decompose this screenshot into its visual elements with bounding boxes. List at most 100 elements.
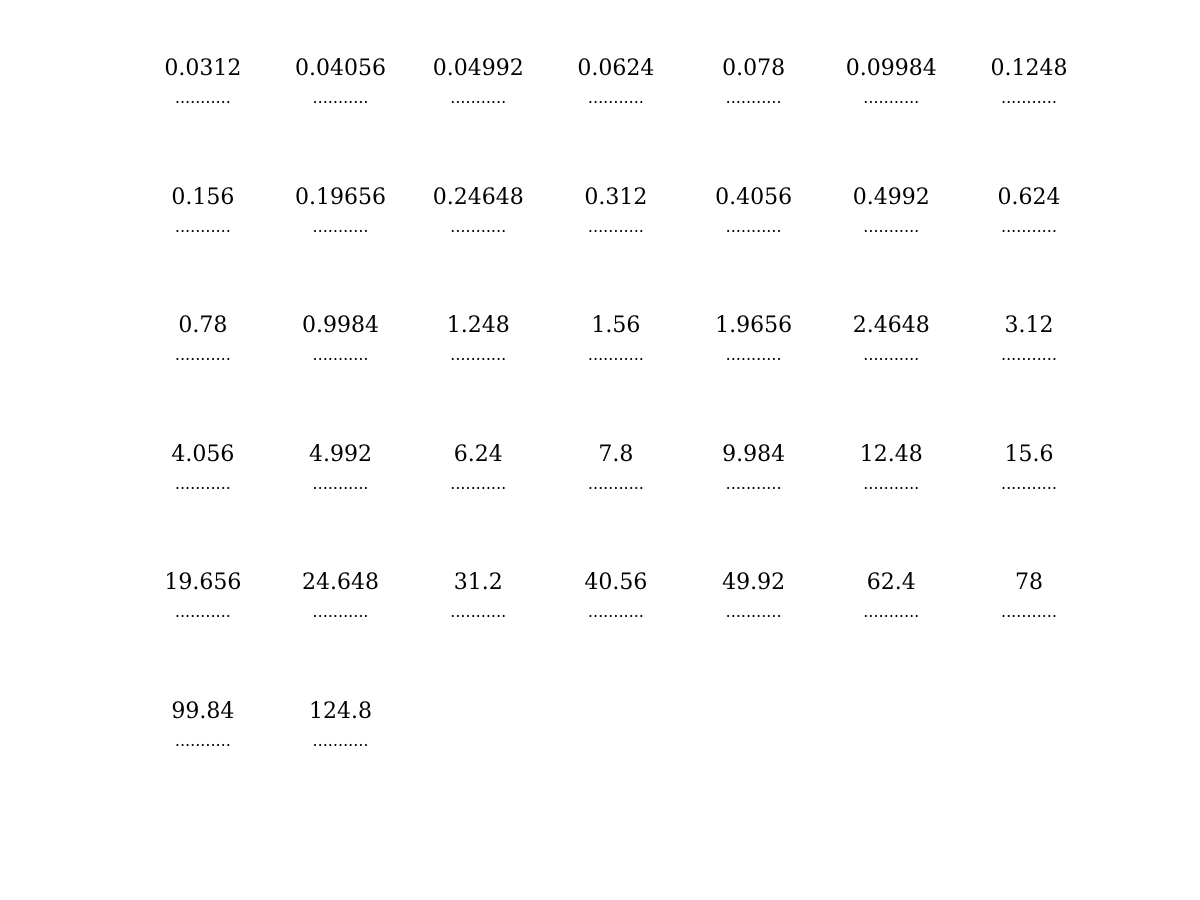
value-label: 78 xyxy=(1014,570,1043,595)
value-label: 4.056 xyxy=(171,441,235,467)
answer-blank: ........... xyxy=(174,88,231,107)
value-label: 6.24 xyxy=(453,441,503,467)
worksheet-item: 78 ........... xyxy=(960,568,1098,697)
value-label: 1.56 xyxy=(591,313,641,338)
value-label: 7.8 xyxy=(598,441,634,467)
worksheet-grid: 0.0312 ........... 0.04056 ........... 0… xyxy=(134,54,1098,825)
worksheet-item: 1.9656 ........... xyxy=(685,311,823,440)
answer-blank: ........... xyxy=(587,345,644,364)
value-label: 0.078 xyxy=(722,56,786,81)
value-label: 62.4 xyxy=(866,570,916,595)
value-label: 4.992 xyxy=(309,441,373,467)
answer-blank: ........... xyxy=(587,88,644,107)
worksheet-item: 12.48 ........... xyxy=(822,440,960,569)
worksheet-item: 0.24648 ........... xyxy=(409,183,547,312)
value-label: 0.624 xyxy=(997,184,1061,210)
worksheet-item: 3.12 ........... xyxy=(960,311,1098,440)
worksheet-item: 0.078 ........... xyxy=(685,54,823,183)
worksheet-item: 1.56 ........... xyxy=(547,311,685,440)
answer-blank: ........... xyxy=(450,345,507,364)
worksheet-item: 0.0312 ........... xyxy=(134,54,272,183)
value-label: 0.24648 xyxy=(432,184,524,210)
worksheet-item: 0.09984 ........... xyxy=(822,54,960,183)
value-label: 2.4648 xyxy=(852,313,930,338)
value-label: 0.0624 xyxy=(577,56,655,81)
value-label: 0.312 xyxy=(584,184,648,210)
value-label: 3.12 xyxy=(1004,313,1054,338)
value-label: 19.656 xyxy=(164,570,242,595)
answer-blank: ........... xyxy=(863,345,920,364)
answer-blank: ........... xyxy=(1000,88,1057,107)
answer-blank: ........... xyxy=(174,216,231,236)
answer-blank: ........... xyxy=(863,473,920,493)
worksheet-item: 0.1248 ........... xyxy=(960,54,1098,183)
answer-blank: ........... xyxy=(587,602,644,621)
answer-blank: ........... xyxy=(174,730,231,750)
worksheet-item: 0.0624 ........... xyxy=(547,54,685,183)
worksheet-item: 4.992 ........... xyxy=(272,440,410,569)
value-label: 0.0312 xyxy=(164,56,242,81)
value-label: 0.4056 xyxy=(715,184,793,210)
value-label: 40.56 xyxy=(584,570,648,595)
worksheet-item: 0.4056 ........... xyxy=(685,183,823,312)
worksheet-item: 0.312 ........... xyxy=(547,183,685,312)
value-label: 24.648 xyxy=(302,570,380,595)
answer-blank: ........... xyxy=(863,216,920,236)
worksheet-item: 0.4992 ........... xyxy=(822,183,960,312)
value-label: 0.1248 xyxy=(990,56,1068,81)
answer-blank: ........... xyxy=(450,602,507,621)
worksheet-item: 31.2 ........... xyxy=(409,568,547,697)
worksheet-item: 4.056 ........... xyxy=(134,440,272,569)
worksheet-item: 49.92 ........... xyxy=(685,568,823,697)
value-label: 15.6 xyxy=(1004,441,1054,467)
worksheet-item: 40.56 ........... xyxy=(547,568,685,697)
answer-blank: ........... xyxy=(863,88,920,107)
value-label: 0.78 xyxy=(178,313,228,338)
value-label: 0.4992 xyxy=(852,184,930,210)
value-label: 0.04056 xyxy=(295,56,387,81)
value-label: 31.2 xyxy=(453,570,503,595)
answer-blank: ........... xyxy=(725,602,782,621)
answer-blank: ........... xyxy=(312,88,369,107)
worksheet-item: 0.78 ........... xyxy=(134,311,272,440)
answer-blank: ........... xyxy=(450,88,507,107)
value-label: 0.156 xyxy=(171,184,235,210)
worksheet-item: 62.4 ........... xyxy=(822,568,960,697)
worksheet-item: 0.19656 ........... xyxy=(272,183,410,312)
worksheet-item: 1.248 ........... xyxy=(409,311,547,440)
answer-blank: ........... xyxy=(174,473,231,493)
answer-blank: ........... xyxy=(1000,216,1057,236)
answer-blank: ........... xyxy=(725,216,782,236)
worksheet-item: 9.984 ........... xyxy=(685,440,823,569)
answer-blank: ........... xyxy=(312,216,369,236)
answer-blank: ........... xyxy=(725,345,782,364)
worksheet-item: 15.6 ........... xyxy=(960,440,1098,569)
answer-blank: ........... xyxy=(587,473,644,493)
answer-blank: ........... xyxy=(312,345,369,364)
answer-blank: ........... xyxy=(587,216,644,236)
worksheet-item: 0.156 ........... xyxy=(134,183,272,312)
answer-blank: ........... xyxy=(312,473,369,493)
worksheet-item: 2.4648 ........... xyxy=(822,311,960,440)
worksheet-item: 0.04056 ........... xyxy=(272,54,410,183)
value-label: 1.248 xyxy=(446,313,510,338)
answer-blank: ........... xyxy=(174,602,231,621)
value-label: 12.48 xyxy=(859,441,923,467)
worksheet-item: 99.84 ........... xyxy=(134,697,272,826)
worksheet-item: 6.24 ........... xyxy=(409,440,547,569)
worksheet-item: 0.04992 ........... xyxy=(409,54,547,183)
answer-blank: ........... xyxy=(725,88,782,107)
value-label: 0.9984 xyxy=(302,313,380,338)
answer-blank: ........... xyxy=(725,473,782,493)
answer-blank: ........... xyxy=(863,602,920,621)
value-label: 124.8 xyxy=(309,698,373,724)
answer-blank: ........... xyxy=(1000,602,1057,621)
answer-blank: ........... xyxy=(1000,473,1057,493)
answer-blank: ........... xyxy=(450,216,507,236)
worksheet-item: 7.8 ........... xyxy=(547,440,685,569)
value-label: 9.984 xyxy=(722,441,786,467)
worksheet-item: 0.624 ........... xyxy=(960,183,1098,312)
answer-blank: ........... xyxy=(450,473,507,493)
answer-blank: ........... xyxy=(174,345,231,364)
answer-blank: ........... xyxy=(312,730,369,750)
